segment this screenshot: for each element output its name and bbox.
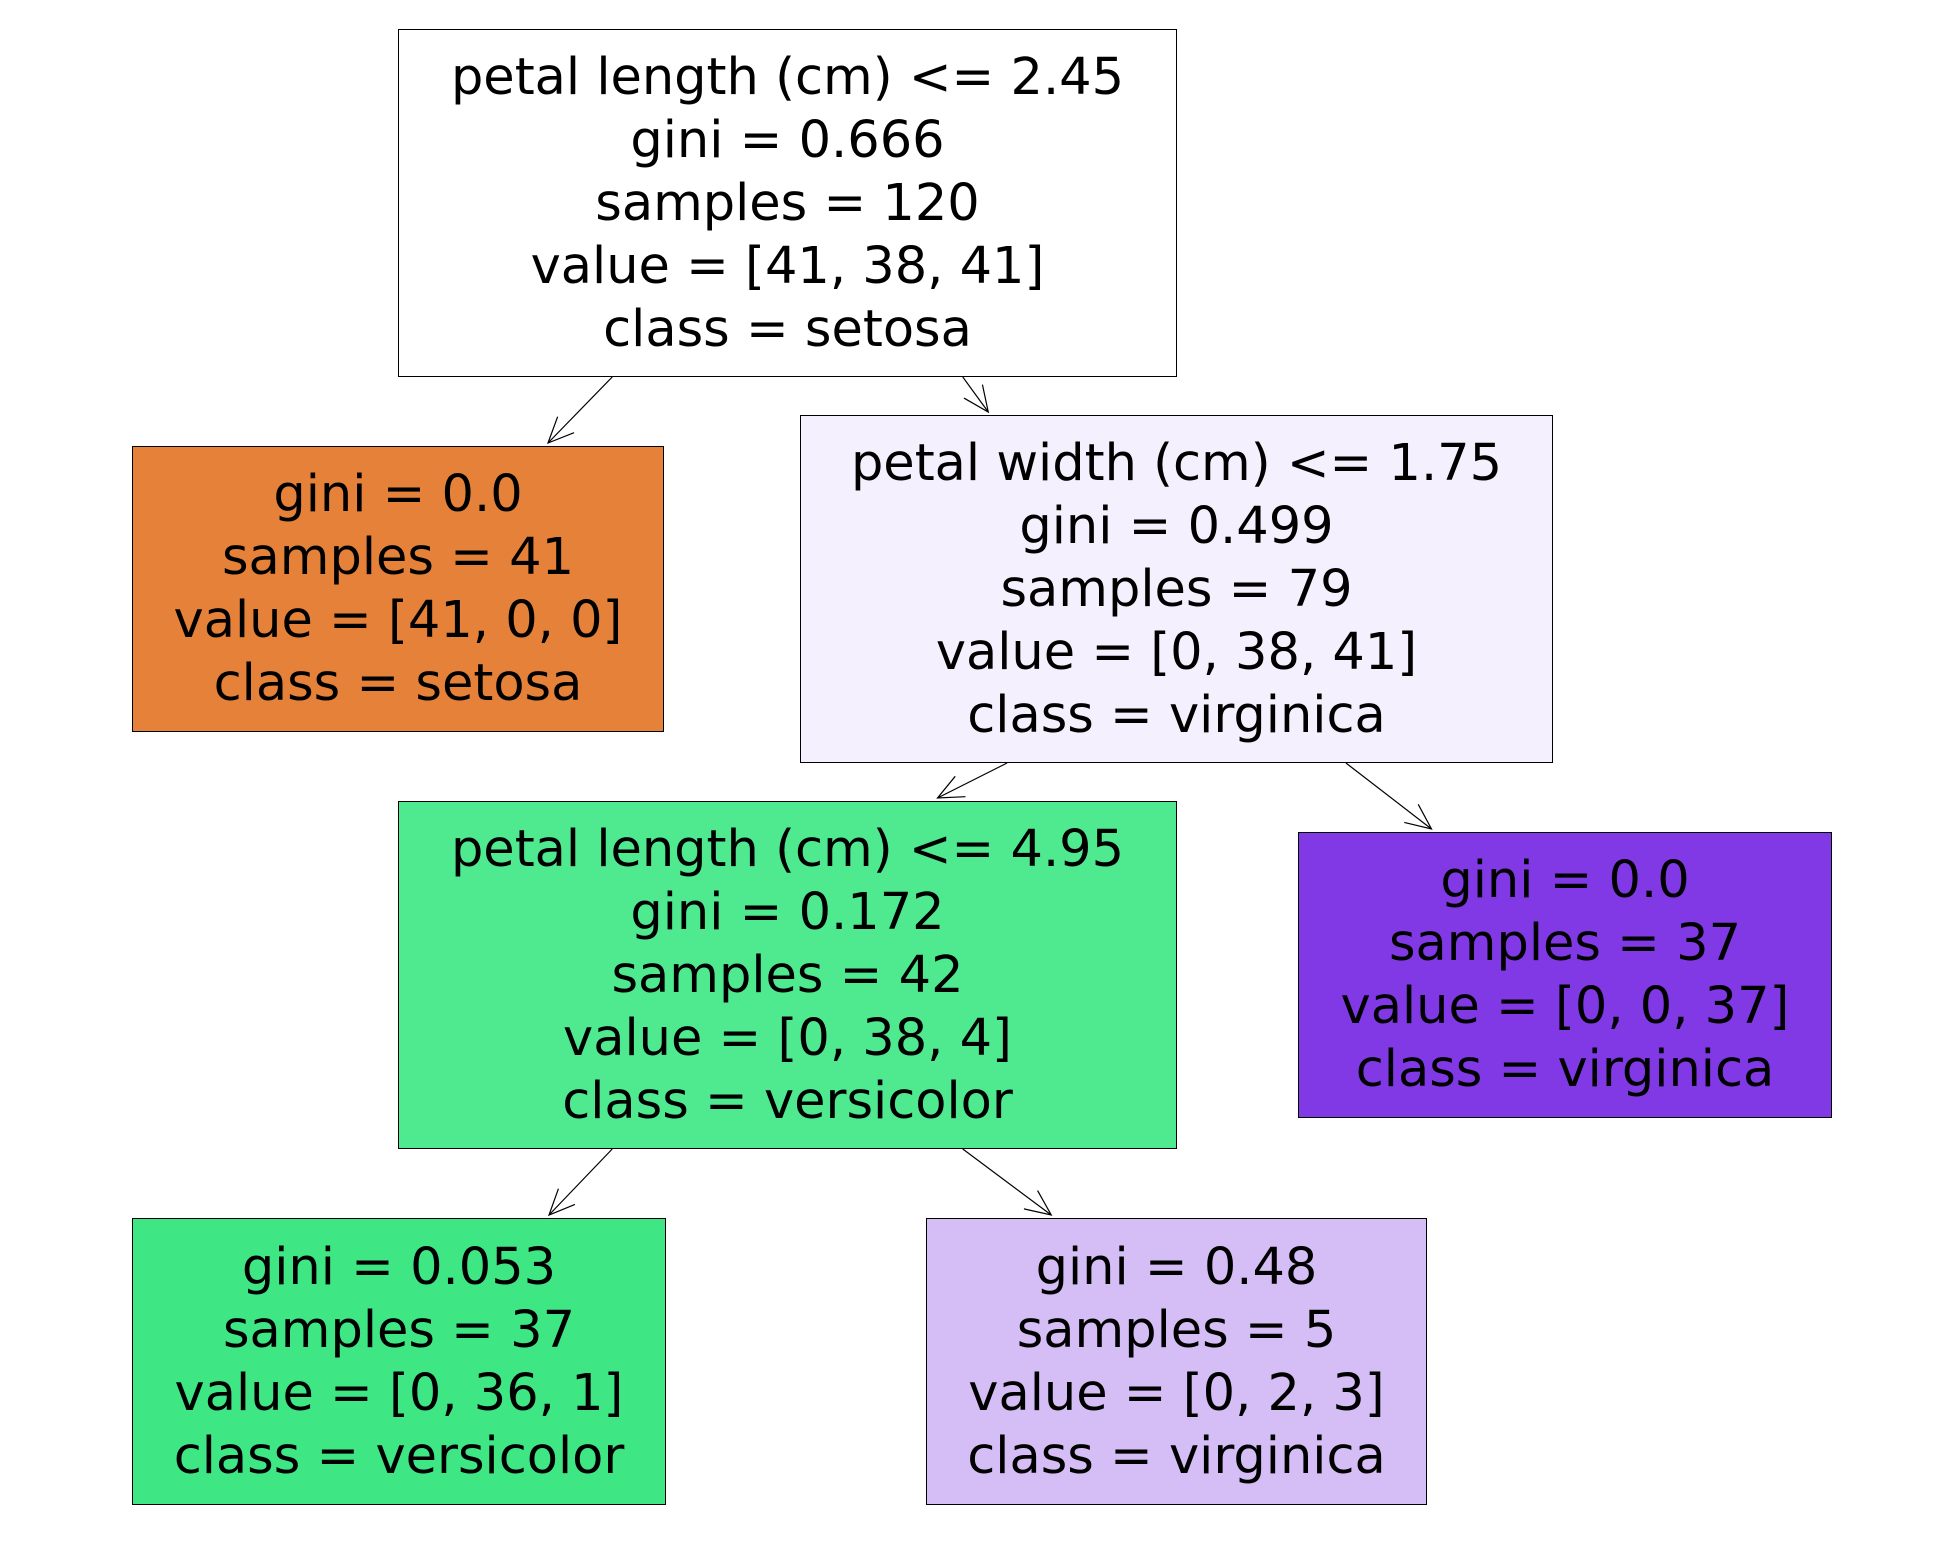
node-text-line: gini = 0.0 [1440,851,1690,910]
node-text-line: gini = 0.172 [630,882,945,942]
tree-node-leaf-virginica-2: gini = 0.48 samples = 5 value = [0, 2, 3] c… [926,1218,1427,1505]
tree-node-leaf-versicolor: gini = 0.053 samples = 37 value = [0, 36, … [132,1218,666,1505]
node-text-line: petal width (cm) <= 1.75 [850,433,1503,493]
node-text-line: gini = 0.499 [1019,496,1334,556]
node-text-line: samples = 41 [221,528,575,587]
tree-node-leaf-virginica-1: gini = 0.0 samples = 37 value = [0, 0, 37]… [1298,832,1832,1118]
tree-node-split-petal-width: petal width (cm) <= 1.75 gini = 0.499 samp… [800,415,1553,763]
node-text-line: value = [0, 2, 3] [968,1363,1385,1423]
node-text-line: samples = 120 [595,173,980,233]
node-text-line: petal length (cm) <= 4.95 [450,819,1125,879]
node-text-line: samples = 5 [1016,1300,1337,1360]
node-text-line: value = [0, 36, 1] [174,1363,624,1423]
node-text-line: gini = 0.48 [1035,1237,1318,1297]
edge-split-petal-length-2-to-leaf-versicolor [547,1148,613,1217]
node-text-line: class = virginica [967,685,1386,745]
node-text-line: class = virginica [967,1426,1386,1486]
node-text-line: samples = 42 [611,945,964,1005]
node-text-line: class = versicolor [173,1426,625,1486]
node-text-line: samples = 37 [222,1300,576,1360]
node-text-line: class = setosa [603,299,972,359]
node-text-line: gini = 0.0 [273,465,523,524]
node-text-line: samples = 79 [1000,559,1353,619]
node-text-line: gini = 0.666 [630,110,945,170]
edge-split-petal-length-2-to-leaf-virginica-2 [962,1148,1053,1216]
node-text-line: value = [0, 38, 4] [563,1008,1012,1068]
node-text-line: value = [41, 0, 0] [173,591,623,650]
node-text-line: class = setosa [213,654,583,713]
edge-split-petal-width-to-split-petal-length-2 [936,762,1008,799]
node-text-line: class = versicolor [562,1071,1013,1131]
edge-split-petal-width-to-leaf-virginica-1 [1345,762,1433,830]
node-text-line: samples = 37 [1388,914,1742,973]
node-text-line: value = [0, 0, 37] [1340,977,1790,1036]
edge-root-to-split-petal-width [962,376,990,414]
node-text-line: petal length (cm) <= 2.45 [450,47,1125,107]
node-text-line: value = [0, 38, 41] [935,622,1418,682]
tree-node-leaf-setosa: gini = 0.0 samples = 41 value = [41, 0, 0]… [132,446,664,732]
edge-root-to-leaf-setosa [546,376,613,445]
tree-node-root: petal length (cm) <= 2.45 gini = 0.666 sam… [398,29,1177,377]
node-text-line: class = virginica [1355,1040,1775,1099]
node-text-line: value = [41, 38, 41] [530,236,1045,296]
node-text-line: gini = 0.053 [241,1237,557,1297]
tree-node-split-petal-length-2: petal length (cm) <= 4.95 gini = 0.172 sam… [398,801,1177,1149]
